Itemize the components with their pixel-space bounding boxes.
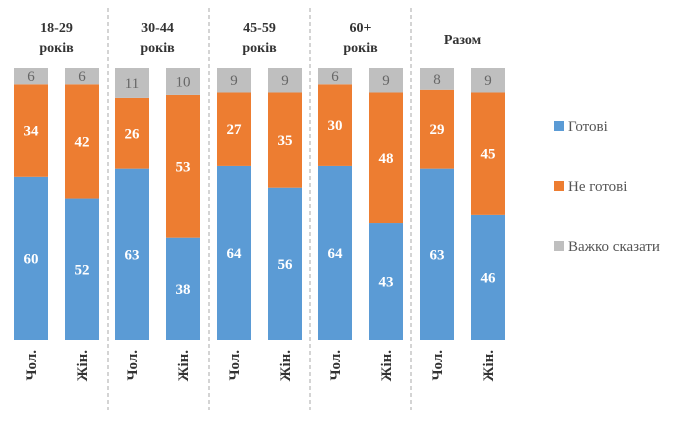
data-label: 9 (484, 73, 492, 89)
category-label: Жін. (379, 350, 395, 382)
legend-swatch (554, 181, 564, 191)
data-label: 29 (430, 122, 445, 138)
bar-segment (115, 168, 149, 340)
bar-segment (318, 68, 352, 85)
data-label: 6 (27, 69, 35, 85)
bar-segment (217, 68, 251, 93)
bar-segment (471, 68, 505, 93)
data-label: 35 (278, 133, 293, 149)
legend-swatch (554, 241, 564, 251)
bar-segment (420, 68, 454, 90)
bar-segment (369, 92, 403, 224)
data-label: 52 (75, 262, 90, 278)
bar-segment (65, 68, 99, 85)
data-label: 43 (379, 275, 394, 291)
category-label: Чол. (227, 350, 243, 381)
bar-segment (471, 214, 505, 340)
group-label: 60+ (350, 21, 372, 36)
legend-label: Важко сказати (568, 239, 660, 255)
bar-segment (14, 176, 48, 340)
bar-segment (166, 237, 200, 340)
data-label: 26 (125, 126, 141, 142)
data-label: 45 (481, 147, 496, 163)
category-label: Чол. (328, 350, 344, 381)
bar-segment (268, 68, 302, 93)
group-label: років (242, 41, 277, 56)
category-label: Чол. (125, 350, 141, 381)
data-label: 56 (278, 257, 294, 273)
bar-segment (166, 94, 200, 238)
category-label: Чол. (430, 350, 446, 381)
group-label: 45-59 (243, 21, 276, 36)
data-label: 63 (430, 247, 445, 263)
data-label: 6 (331, 69, 339, 85)
bar-segment (14, 84, 48, 177)
group-label: років (140, 41, 175, 56)
bar-segment (318, 84, 352, 166)
group-label: Разом (444, 33, 482, 48)
data-label: 9 (230, 73, 238, 89)
category-label: Жін. (278, 350, 294, 382)
bar-segment (14, 68, 48, 85)
data-label: 46 (481, 270, 497, 286)
bar-segment (369, 68, 403, 93)
data-label: 64 (227, 246, 243, 262)
legend-swatch (554, 121, 564, 131)
category-label: Жін. (481, 350, 497, 382)
category-label: Чол. (24, 350, 40, 381)
data-label: 48 (379, 151, 394, 167)
data-label: 34 (24, 124, 40, 140)
data-label: 64 (328, 246, 344, 262)
data-label: 60 (24, 251, 39, 267)
bar-segment (65, 198, 99, 340)
bar-segment (268, 187, 302, 340)
group-label: 30-44 (141, 21, 174, 36)
data-label: 30 (328, 118, 343, 134)
bar-segment (268, 92, 302, 188)
data-label: 42 (75, 134, 90, 150)
data-label: 38 (176, 282, 191, 298)
group-label: років (39, 41, 74, 56)
category-label: Жін. (176, 350, 192, 382)
data-label: 8 (433, 72, 441, 88)
bar-segment (420, 89, 454, 169)
bar-segment (65, 84, 99, 199)
bar-segment (369, 223, 403, 340)
bar-segment (217, 92, 251, 166)
data-label: 63 (125, 247, 140, 263)
data-label: 10 (176, 74, 191, 90)
bar-segment (166, 68, 200, 95)
bar-segment (115, 97, 149, 169)
group-label: років (343, 41, 378, 56)
legend-label: Готові (568, 119, 608, 135)
bar-segment (471, 92, 505, 215)
legend-label: Не готові (568, 179, 627, 195)
category-label: Жін. (75, 350, 91, 382)
bar-segment (115, 68, 149, 98)
bar-segment (217, 165, 251, 340)
data-label: 11 (125, 76, 139, 92)
data-label: 9 (281, 73, 289, 89)
bar-segment (420, 168, 454, 340)
data-label: 53 (176, 159, 191, 175)
data-label: 9 (382, 73, 390, 89)
group-label: 18-29 (40, 21, 73, 36)
bar-segment (318, 165, 352, 340)
data-label: 6 (78, 69, 86, 85)
data-label: 27 (227, 122, 243, 138)
